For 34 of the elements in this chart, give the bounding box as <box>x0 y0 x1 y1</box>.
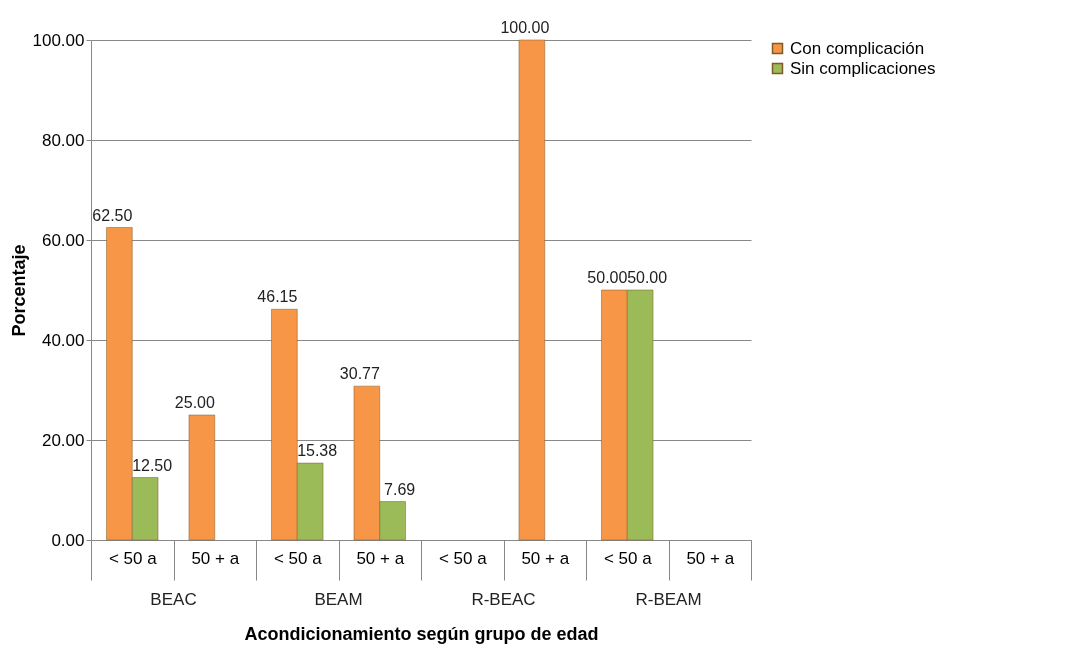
bar <box>518 39 545 541</box>
y-axis-title: Porcentaje <box>8 244 29 337</box>
text: BEAM <box>314 590 363 609</box>
x-tick-label: < 50 a <box>603 548 653 568</box>
x-tick-label: 50 + a <box>191 548 240 568</box>
x-tick-label: < 50 a <box>273 548 323 568</box>
x-tick-label: < 50 a <box>108 548 158 568</box>
x-tick-label: 50 + a <box>521 548 570 568</box>
x-tick-label: < 50 a <box>438 548 488 568</box>
data-label: 50.00 <box>627 269 668 286</box>
y-tick-label: 40.00 <box>41 330 85 350</box>
data-label: 100.00 <box>500 19 550 36</box>
data-label: 62.50 <box>92 206 133 224</box>
data-label: 25.00 <box>174 394 215 411</box>
data-label: 46.15 <box>257 288 298 306</box>
x-tick-label: 50 + a <box>686 548 735 568</box>
y-tick-label: 0.00 <box>51 530 85 550</box>
x-tick-label: 50 + a <box>356 548 405 568</box>
text: R-BEAM <box>635 590 702 609</box>
text: BEAC <box>150 590 197 609</box>
data-label: 15.38 <box>297 442 338 460</box>
x-axis-title: Acondicionamiento según grupo de edad <box>244 624 599 644</box>
legend-label: Con complicación <box>790 38 925 58</box>
text: R-BEAC <box>471 590 536 609</box>
y-tick-label: 80.00 <box>41 130 85 150</box>
y-tick-label: 20.00 <box>41 430 85 450</box>
legend-label: Sin complicaciones <box>790 58 936 78</box>
data-label: 7.69 <box>384 480 416 498</box>
y-tick-label: 60.00 <box>41 230 85 250</box>
data-label: 50.00 <box>587 269 628 286</box>
data-label: 30.77 <box>339 365 380 383</box>
y-tick-label: 100.00 <box>32 30 85 50</box>
data-label: 12.50 <box>132 456 173 474</box>
bar <box>188 414 215 541</box>
